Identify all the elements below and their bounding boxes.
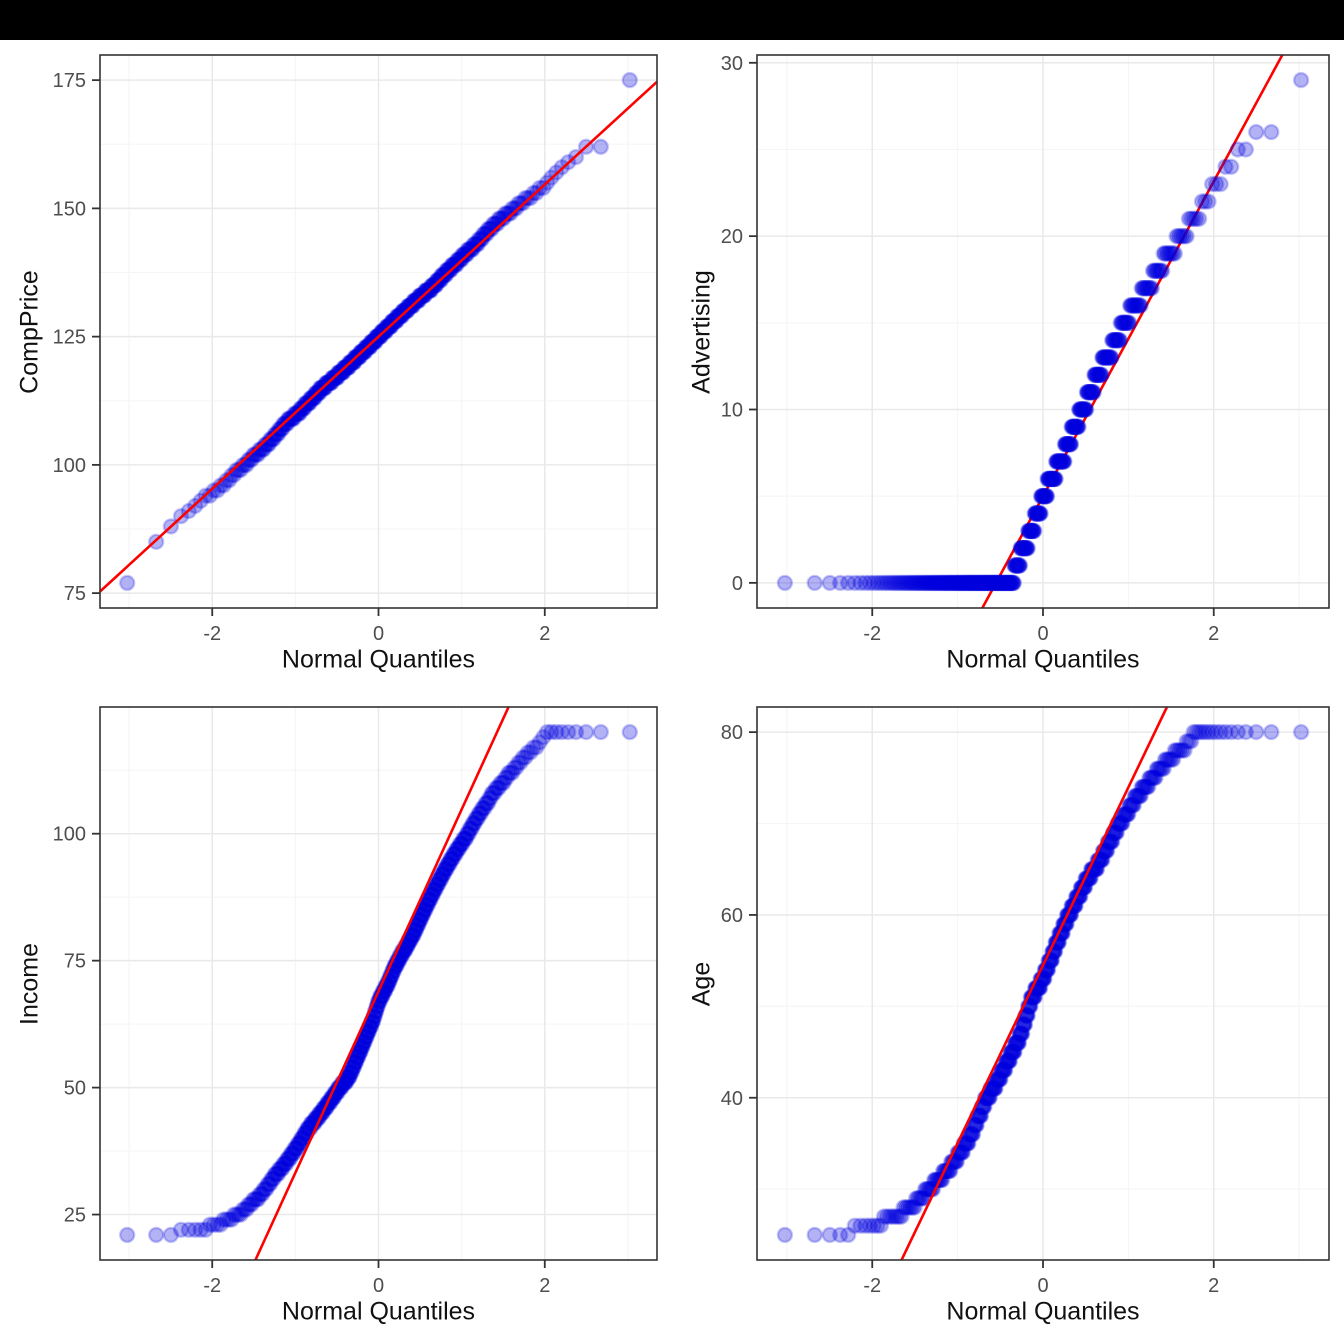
points-layer (776, 71, 1310, 592)
gridlines (757, 707, 1329, 1260)
y-tick-label: 20 (721, 226, 743, 248)
y-tick-label: 150 (53, 198, 86, 220)
y-tick-label: 75 (64, 583, 86, 605)
y-axis-title: Advertising (687, 269, 716, 394)
qq-reference-line (254, 706, 510, 1261)
y-tick-label: 125 (53, 327, 86, 349)
gridlines (757, 55, 1329, 608)
y-tick-label: 80 (721, 722, 743, 744)
points-layer (118, 723, 638, 1244)
x-axis-title: Normal Quantiles (946, 645, 1140, 674)
gridlines (100, 707, 657, 1260)
points-layer (776, 723, 1310, 1244)
x-tick-label: 0 (373, 623, 384, 645)
x-axis-title: Normal Quantiles (281, 645, 476, 674)
x-tick-label: 0 (1037, 1275, 1048, 1297)
qq-reference-line (981, 54, 1284, 609)
axis-ticks: -2 0 2 25 50 75 100 (53, 824, 551, 1297)
y-tick-label: 100 (53, 824, 86, 846)
x-tick-label: 2 (1208, 1275, 1219, 1297)
x-axis-title: Normal Quantiles (281, 1297, 476, 1326)
x-axis-title: Normal Quantiles (946, 1297, 1140, 1326)
y-tick-label: 175 (53, 70, 86, 92)
qq-plot-canvas-age: -2 0 2 40 60 80 (721, 706, 1330, 1297)
axis-ticks: -2 0 2 40 60 80 (721, 722, 1220, 1297)
y-tick-label: 100 (53, 455, 86, 477)
x-tick-label: 0 (373, 1275, 384, 1297)
y-tick-label: 0 (732, 573, 743, 595)
y-axis-title: Age (687, 961, 716, 1006)
y-tick-label: 30 (721, 53, 743, 75)
y-tick-label: 10 (721, 400, 743, 422)
x-tick-label: -2 (203, 1275, 221, 1297)
y-tick-label: 25 (64, 1205, 86, 1227)
y-tick-label: 40 (721, 1088, 743, 1110)
x-tick-label: -2 (863, 623, 881, 645)
x-tick-label: -2 (203, 623, 221, 645)
qq-plot-advertising: -2 0 2 0 10 20 30 Advertising Normal Quantiles (672, 40, 1344, 692)
axis-ticks: -2 0 2 75 100 125 150 175 (53, 70, 551, 645)
qq-plot-income: -2 0 2 25 50 75 100 Income Normal Quantiles (0, 692, 672, 1344)
y-tick-label: 75 (64, 951, 86, 973)
y-axis-title: CompPrice (15, 269, 44, 394)
qq-reference-line (900, 706, 1169, 1261)
y-tick-label: 60 (721, 905, 743, 927)
x-tick-label: -2 (863, 1275, 881, 1297)
y-tick-label: 50 (64, 1078, 86, 1100)
x-tick-label: 2 (539, 1275, 550, 1297)
qq-plot-age: -2 0 2 40 60 80 Age Normal Quantiles (672, 692, 1344, 1344)
y-axis-title: Income (15, 942, 44, 1025)
qq-reference-line (99, 80, 658, 593)
x-tick-label: 2 (539, 623, 550, 645)
plot-grid: -2 0 2 75 100 125 150 175 CompPrice Normal Quan… (0, 40, 1344, 1344)
qq-plot-canvas-income: -2 0 2 25 50 75 100 (53, 706, 658, 1297)
top-black-bar (0, 0, 1344, 40)
x-tick-label: 2 (1208, 623, 1219, 645)
qq-plot-canvas-compprice: -2 0 2 75 100 125 150 175 (53, 54, 658, 645)
qq-plot-compprice: -2 0 2 75 100 125 150 175 CompPrice Normal Quan… (0, 40, 672, 692)
x-tick-label: 0 (1037, 623, 1048, 645)
